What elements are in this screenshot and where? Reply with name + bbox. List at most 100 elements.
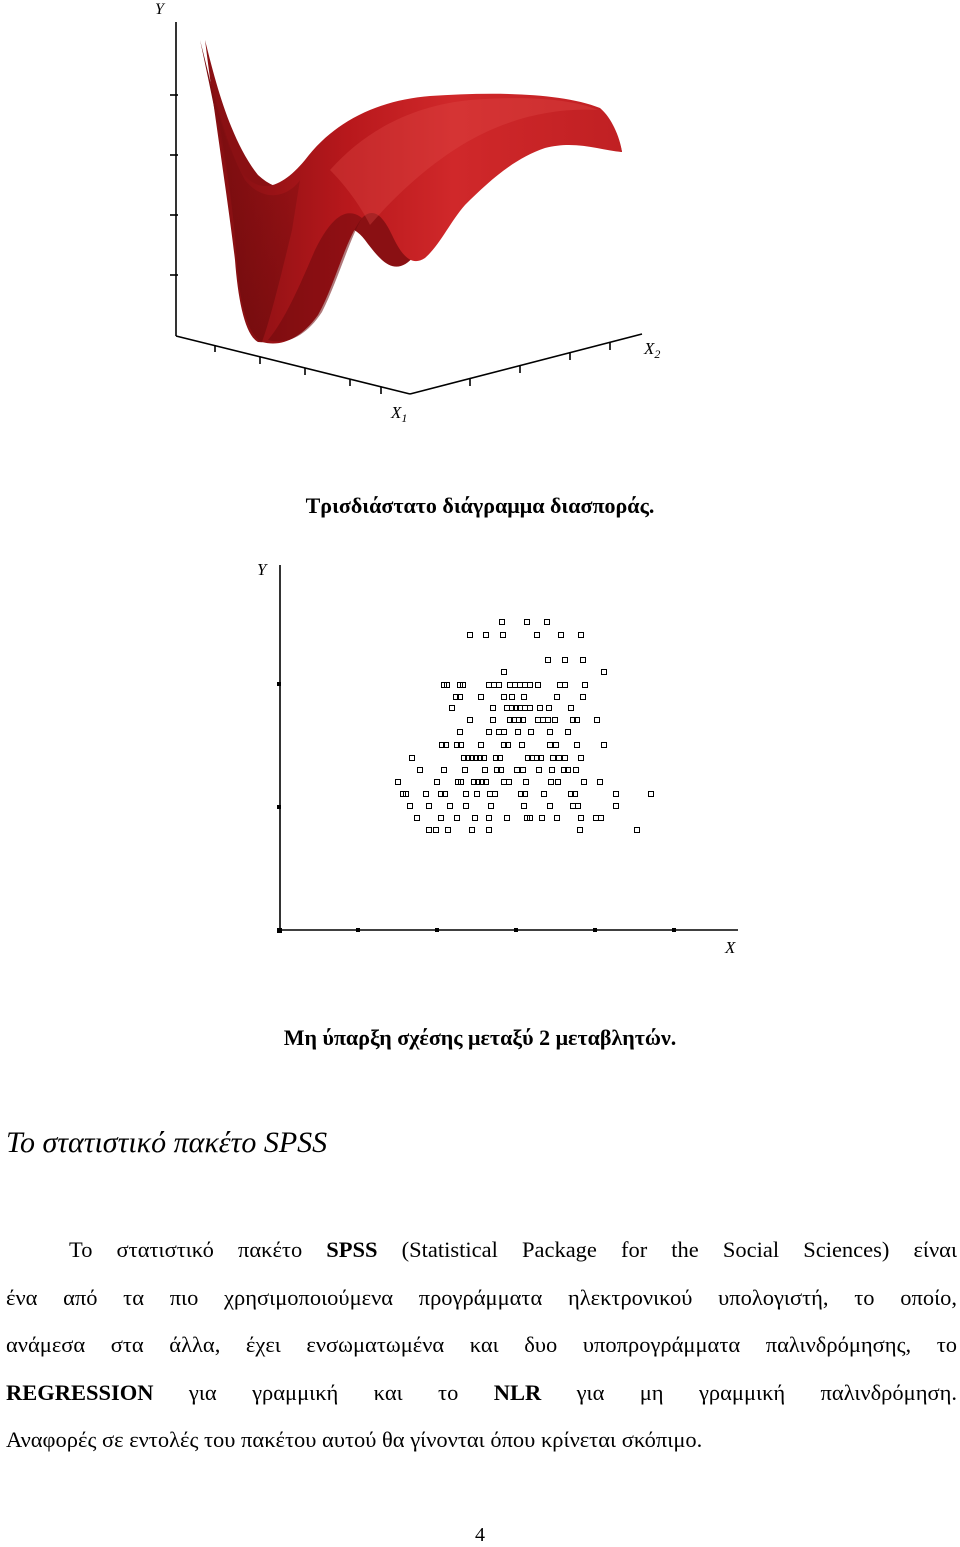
- scatter-point: [414, 815, 420, 821]
- y-axis: [170, 22, 178, 336]
- scatter-point: [538, 755, 544, 761]
- scatter-point: [541, 791, 547, 797]
- para-line-3: ανάμεσα στα άλλα, έχει ενσωματωμένα και …: [6, 1332, 957, 1357]
- scatter-point: [565, 767, 571, 773]
- scatter-point: [501, 742, 507, 748]
- x1-axis: [175, 335, 411, 395]
- scatter-point: [552, 717, 558, 723]
- scatter-point: [426, 803, 432, 809]
- scatter-point: [519, 742, 525, 748]
- scatter-point: [481, 755, 487, 761]
- scatter-point: [444, 682, 450, 688]
- scatter-point: [463, 803, 469, 809]
- scatter-point: [522, 705, 528, 711]
- scatter-point: [578, 632, 584, 638]
- scatter-point: [457, 694, 463, 700]
- scatter-point: [568, 705, 574, 711]
- scatter-point: [403, 791, 409, 797]
- scatter-point: [417, 767, 423, 773]
- scatter-point: [557, 682, 563, 688]
- scatter-point: [507, 682, 513, 688]
- scatter-point: [500, 632, 506, 638]
- scatter-point: [534, 632, 540, 638]
- scatter-point: [486, 682, 492, 688]
- scatter-point: [493, 755, 499, 761]
- figure2-caption: Μη ύπαρξη σχέσης μεταξύ 2 μεταβλητών.: [283, 1025, 677, 1050]
- scatter-point: [539, 815, 545, 821]
- scatter-point: [548, 779, 554, 785]
- scatter-point: [550, 755, 556, 761]
- scatter-point: [540, 717, 546, 723]
- scatter-x-label: X: [724, 938, 736, 957]
- para-text: για μη γραμμική παλινδρόμηση.: [541, 1379, 957, 1405]
- scatter-point: [517, 682, 523, 688]
- scatter-point: [570, 717, 576, 723]
- scatter-point: [458, 742, 464, 748]
- scatter-point: [494, 767, 500, 773]
- scatter-point: [562, 755, 568, 761]
- scatter-point: [441, 767, 447, 773]
- scatter-point: [577, 827, 583, 833]
- para-text: (Statistical Package for the Social Scie…: [377, 1237, 957, 1262]
- scatter-point: [648, 791, 654, 797]
- scatter-point: [561, 767, 567, 773]
- scatter-point: [496, 729, 502, 735]
- scatter-axes: [277, 565, 738, 933]
- x2-axis: [409, 333, 643, 395]
- scatter-point: [553, 742, 559, 748]
- scatter-point: [521, 803, 527, 809]
- scatter-points: [395, 619, 654, 833]
- scatter-point: [513, 705, 519, 711]
- scatter-point: [462, 767, 468, 773]
- scatter-point: [512, 682, 518, 688]
- scatter-point: [578, 815, 584, 821]
- scatter-point: [520, 717, 526, 723]
- figure1-caption: Τρισδιάστατο διάγραμμα διασποράς.: [305, 493, 655, 518]
- scatter-point: [535, 717, 541, 723]
- scatter-point: [527, 705, 533, 711]
- scatter-point: [598, 815, 604, 821]
- scatter-point: [582, 682, 588, 688]
- scatter-point: [473, 755, 479, 761]
- scatter-point: [492, 791, 498, 797]
- scatter-point: [438, 815, 444, 821]
- scatter-point: [515, 729, 521, 735]
- scatter-point: [491, 682, 497, 688]
- scatter-point: [501, 669, 507, 675]
- scatter-point: [454, 742, 460, 748]
- scatter-point: [545, 717, 551, 723]
- scatter-point: [547, 803, 553, 809]
- scatter-point: [556, 755, 562, 761]
- scatter-point: [443, 742, 449, 748]
- surface-trough: [268, 213, 362, 342]
- scatter-point: [453, 694, 459, 700]
- scatter-point: [465, 755, 471, 761]
- scatter-point: [536, 767, 542, 773]
- scatter-point: [528, 729, 534, 735]
- scatter-point: [546, 705, 552, 711]
- scatter-point: [594, 717, 600, 723]
- scatter-point: [570, 803, 576, 809]
- scatter-point: [449, 705, 455, 711]
- scatter-point: [547, 742, 553, 748]
- scatter-point: [407, 803, 413, 809]
- para-line-1: Το στατιστικό πακέτο SPSS (Statistical P…: [6, 1226, 957, 1274]
- scatter-point: [520, 767, 526, 773]
- regression-term: REGRESSION: [6, 1379, 154, 1405]
- scatter-point: [572, 791, 578, 797]
- body-paragraph: Το στατιστικό πακέτο SPSS (Statistical P…: [6, 1226, 957, 1464]
- scatter-point: [555, 779, 561, 785]
- scatter-point: [578, 755, 584, 761]
- scatter-point: [544, 619, 550, 625]
- scatter-point: [467, 632, 473, 638]
- scatter-point: [426, 827, 432, 833]
- scatter-point: [505, 742, 511, 748]
- scatter-point: [486, 815, 492, 821]
- scatter-point: [454, 815, 460, 821]
- scatter-point: [545, 657, 551, 663]
- section-heading: Το στατιστικό πακέτο SPSS: [6, 1126, 328, 1159]
- scatter-point: [477, 755, 483, 761]
- scatter-point: [439, 742, 445, 748]
- scatter-point: [486, 729, 492, 735]
- scatter-point: [478, 742, 484, 748]
